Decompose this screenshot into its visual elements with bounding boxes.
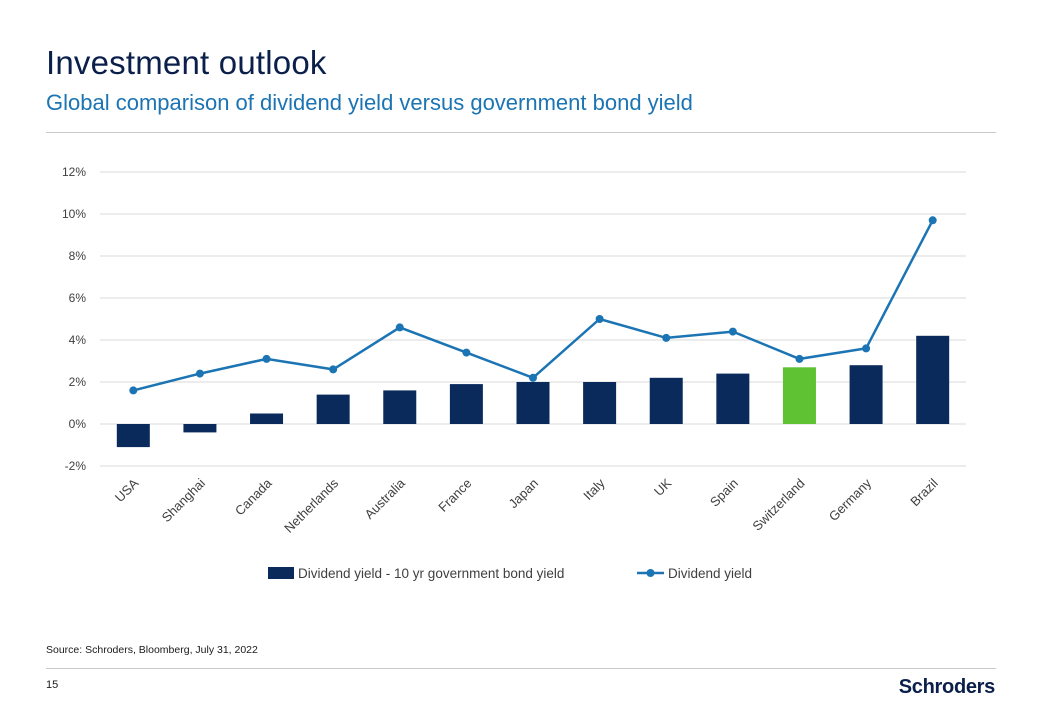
header-divider — [46, 132, 996, 133]
line-point-usa — [129, 386, 138, 395]
line-point-uk — [662, 333, 671, 342]
line-point-netherlands — [329, 365, 338, 374]
line-point-canada — [262, 354, 271, 363]
bar-japan — [516, 382, 550, 424]
x-tick-label: Brazil — [907, 475, 941, 509]
line-point-australia — [395, 323, 404, 332]
bar-usa — [116, 424, 150, 448]
bar-france — [449, 384, 483, 424]
x-tick-label: Canada — [232, 475, 275, 518]
x-tick-label: Spain — [707, 476, 741, 510]
source-note: Source: Schroders, Bloomberg, July 31, 2… — [46, 644, 258, 656]
line-point-japan — [529, 373, 537, 382]
x-tick-label: Italy — [580, 475, 608, 503]
bar-uk — [649, 377, 683, 424]
x-tick-label: Japan — [505, 476, 541, 512]
bar-germany — [849, 365, 883, 424]
bar-italy — [583, 382, 617, 424]
bar-brazil — [916, 335, 950, 424]
bar-netherlands — [316, 394, 350, 424]
y-tick-label: -2% — [65, 459, 87, 473]
bar-canada — [250, 413, 284, 424]
line-point-shanghai — [195, 369, 204, 378]
legend-line-marker — [646, 569, 655, 577]
brand-logo: Schroders — [898, 676, 996, 698]
bar-switzerland — [782, 367, 816, 424]
chart: -2% 0% 2% 4% 6% 8% 10% 12% USA Shanghai Canada Neth… — [62, 165, 966, 581]
x-tick-label: Shanghai — [159, 475, 209, 525]
y-tick-label: 12% — [62, 165, 86, 179]
legend-bar-label: Dividend yield - 10 yr government bond y… — [298, 566, 564, 581]
y-tick-label: 2% — [69, 375, 87, 389]
legend-line-label: Dividend yield — [668, 566, 752, 581]
page-number: 15 — [46, 679, 59, 691]
line-point-germany — [862, 344, 871, 353]
x-tick-label: UK — [651, 475, 675, 499]
page-title: Investment outlook — [46, 44, 327, 81]
y-tick-label: 4% — [69, 333, 87, 347]
footer-divider — [46, 668, 996, 669]
x-tick-label: Australia — [362, 475, 409, 522]
x-tick-label: USA — [112, 475, 142, 505]
bar-spain — [716, 373, 750, 424]
bar-shanghai — [183, 424, 217, 433]
x-tick-label: Germany — [826, 475, 875, 524]
line-point-switzerland — [795, 354, 804, 363]
line-point-italy — [595, 315, 604, 323]
x-tick-label: France — [435, 476, 474, 515]
x-tick-label: Switzerland — [749, 476, 807, 534]
line-point-spain — [728, 327, 737, 336]
y-tick-label: 0% — [69, 417, 87, 431]
line-point-france — [462, 348, 471, 357]
y-tick-label: 8% — [69, 249, 87, 263]
legend-bar-swatch — [268, 567, 294, 579]
line-point-brazil — [928, 216, 937, 225]
y-tick-label: 10% — [62, 207, 86, 221]
dividend-yield-line — [133, 219, 934, 392]
page-subtitle: Global comparison of dividend yield vers… — [46, 90, 693, 115]
bar-australia — [383, 390, 417, 424]
x-tick-label: Netherlands — [281, 475, 342, 536]
y-tick-label: 6% — [69, 291, 87, 305]
